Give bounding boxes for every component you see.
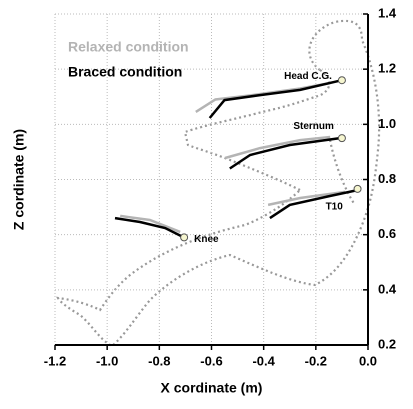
- marker-point: [337, 76, 346, 85]
- x-tick-label: -0.2: [305, 353, 327, 368]
- y-tick-label: 0.6: [378, 226, 396, 241]
- x-tick-label: -1.0: [96, 353, 118, 368]
- occupant-outline: [56, 19, 381, 348]
- y-axis-title: Z cordinate (m): [11, 129, 27, 230]
- marker-point: [337, 134, 346, 143]
- y-tick-label: 1.0: [378, 116, 396, 131]
- annotation-label: Sternum: [293, 121, 334, 132]
- annotation-label: Head C.G.: [284, 71, 332, 82]
- legend-label: Relaxed condition: [68, 39, 189, 55]
- series-line: [120, 81, 346, 234]
- y-tick-label: 1.2: [378, 61, 396, 76]
- x-axis-title: X cordinate (m): [161, 380, 263, 396]
- x-tick-label: 0.0: [359, 353, 377, 368]
- annotation-label: T10: [326, 202, 344, 213]
- annotation-label: Knee: [194, 234, 219, 245]
- marker-point: [180, 233, 189, 242]
- series-line: [114, 78, 359, 239]
- marker-point: [353, 184, 362, 193]
- y-tick-label: 0.8: [378, 171, 396, 186]
- y-tick-label: 0.4: [378, 281, 397, 296]
- x-tick-label: -0.4: [252, 353, 275, 368]
- x-tick-label: -0.8: [148, 353, 170, 368]
- x-tick-label: -0.6: [200, 353, 222, 368]
- x-tick-label: -1.2: [44, 353, 66, 368]
- y-tick-label: 1.4: [378, 5, 397, 20]
- y-tick-label: 0.2: [378, 336, 396, 351]
- legend-label: Braced condition: [68, 64, 182, 80]
